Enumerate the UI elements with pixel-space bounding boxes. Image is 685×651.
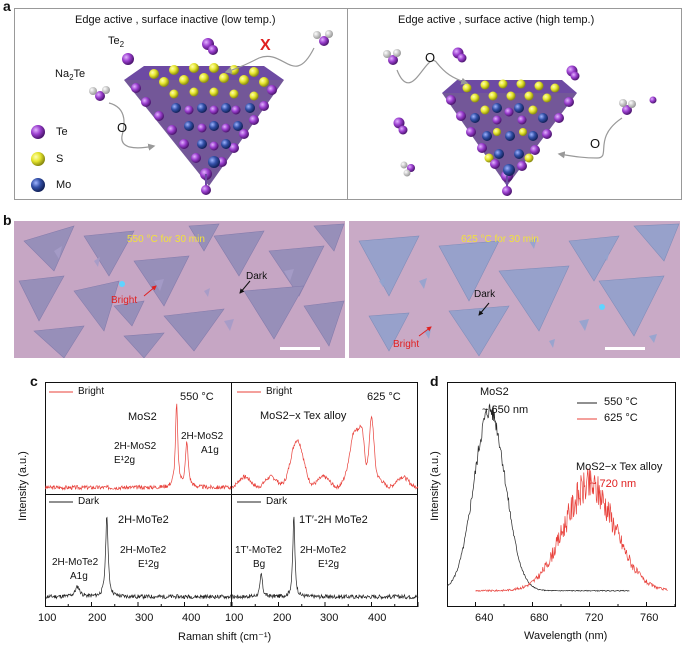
pl-alloy-peak: ~ 720 nm — [590, 478, 637, 490]
e2g-label-mos2: 2H-MoS2 E¹2g — [114, 441, 157, 466]
na2te-molecule-left — [89, 86, 110, 101]
pl-legend-550: 550 °C — [604, 396, 638, 408]
raman-xlabel: Raman shift (cm⁻¹) — [178, 631, 272, 643]
raman-series-bright-550 — [45, 403, 232, 491]
bright-label-625: Bright — [393, 339, 420, 350]
panel-a-right-box — [347, 8, 682, 200]
pl-chart — [447, 382, 676, 607]
raman-xtick-l2: 300 — [135, 612, 154, 624]
raman-series-dark-625 — [231, 516, 419, 600]
e2g-label-mote2: 2H-MoTe2 E¹2g — [120, 545, 167, 570]
scale-bar-625 — [605, 347, 645, 350]
legend-mo: Mo — [30, 177, 71, 193]
pl-alloy-label: MoS2−x Tex alloy — [576, 461, 663, 473]
panel-a-label: a — [3, 0, 11, 14]
mo-atom-icon — [31, 178, 45, 192]
pl-xtick-0: 640 — [475, 612, 494, 624]
dark-label-625: Dark — [474, 289, 496, 300]
na2te-label: Na2Te — [55, 68, 86, 83]
o-label-right-top: O — [425, 50, 436, 65]
s-atom-icon — [31, 152, 45, 166]
panel-b-label: b — [3, 212, 12, 228]
raman-xtick-r1: 200 — [273, 612, 292, 624]
panel-b-right-arrows — [418, 302, 490, 337]
pl-series-625 — [475, 468, 668, 593]
na2te-molecule-r1 — [383, 49, 401, 65]
mote2-pyramid-left — [124, 63, 284, 195]
legend-dark-625: Dark — [266, 496, 288, 507]
micrograph-625-flakes — [349, 221, 680, 358]
mote2-pyramid-right — [442, 79, 577, 196]
micrograph-550-flakes — [14, 221, 345, 358]
pl-series-550 — [447, 403, 630, 592]
legend-dark-550: Dark — [78, 496, 100, 507]
te2-molecule — [122, 53, 134, 65]
panel-d-ylabel: Intensity (a.u.) — [428, 451, 441, 521]
raman-xtick-l3: 400 — [182, 612, 201, 624]
caption-625: 625 °C for 30 min — [461, 234, 539, 245]
panel-d-label: d — [430, 373, 439, 389]
arrow-edge-left — [108, 102, 156, 151]
legend-te: Te — [30, 124, 68, 140]
legend-bright-625: Bright — [266, 386, 293, 397]
legend-s: S — [30, 151, 63, 167]
micrograph-550 — [14, 221, 345, 358]
raman-series-dark-550 — [45, 516, 232, 600]
panel-a-left-schematic — [89, 30, 333, 195]
panel-a-left-box — [14, 8, 348, 200]
1t-2h-label: 1T′-2H MoTe2 — [299, 514, 368, 526]
arrow-surface-right — [396, 60, 469, 85]
pl-xtick-2: 720 — [585, 612, 604, 624]
temp-625: 625 °C — [367, 391, 401, 403]
raman-chart — [45, 382, 419, 607]
raman-xtick-r0: 100 — [225, 612, 244, 624]
bg-label: 1T′-MoTe2 Bg — [235, 545, 282, 570]
panel-c-label: c — [30, 373, 38, 389]
raman-xtick-r3: 400 — [368, 612, 387, 624]
temp-550: 550 °C — [180, 391, 214, 403]
panel-b-left-arrows — [143, 280, 251, 297]
e2g-label-1t: 2H-MoTe2 E¹2g — [300, 545, 347, 570]
bright-label-550: Bright — [111, 295, 138, 306]
arrow-edge-right — [557, 117, 623, 159]
mote2-main-label: 2H-MoTe2 — [118, 514, 169, 526]
pl-legend-625: 625 °C — [604, 412, 638, 424]
alloy-label-c: MoS2−x Tex alloy — [260, 410, 347, 422]
na2te-molecule-r2 — [619, 99, 636, 115]
a1g-label-mos2: 2H-MoS2 A1g — [181, 431, 224, 456]
pl-xtick-1: 680 — [530, 612, 549, 624]
blocked-x-mark: X — [260, 37, 271, 54]
raman-xtick-l1: 200 — [88, 612, 107, 624]
panel-a-right-title: Edge active , surface active (high temp.… — [398, 14, 595, 26]
raman-xtick-r2: 300 — [320, 612, 339, 624]
panel-a-right-schematic — [383, 47, 657, 196]
pl-mos2-label: MoS2 — [480, 386, 509, 398]
panel-c-ylabel: Intensity (a.u.) — [16, 451, 29, 521]
panel-a-left-title: Edge active , surface inactive (low temp… — [75, 14, 276, 26]
pl-xlabel: Wavelength (nm) — [524, 630, 608, 642]
mos2-label-c: MoS2 — [128, 411, 157, 423]
caption-550: 550 °C for 30 min — [127, 234, 205, 245]
a1g-label-mote2: 2H-MoTe2 A1g — [52, 557, 99, 582]
na2te-molecule-top — [313, 30, 333, 46]
raman-series-bright-625 — [231, 415, 419, 491]
te-atom-icon — [31, 125, 45, 139]
legend-bright-550: Bright — [78, 386, 105, 397]
dark-label-550: Dark — [246, 271, 268, 282]
scale-bar-550 — [280, 347, 320, 350]
pl-xtick-3: 760 — [640, 612, 659, 624]
arrow-blocked — [224, 47, 315, 74]
o-label-left: O — [117, 120, 128, 135]
micrograph-625 — [349, 221, 680, 358]
raman-xtick-l0: 100 — [38, 612, 57, 624]
o-label-right-bottom: O — [590, 136, 601, 151]
pl-mos2-peak: ~ 650 nm — [482, 404, 529, 416]
te2-label: Te2 — [108, 35, 125, 50]
